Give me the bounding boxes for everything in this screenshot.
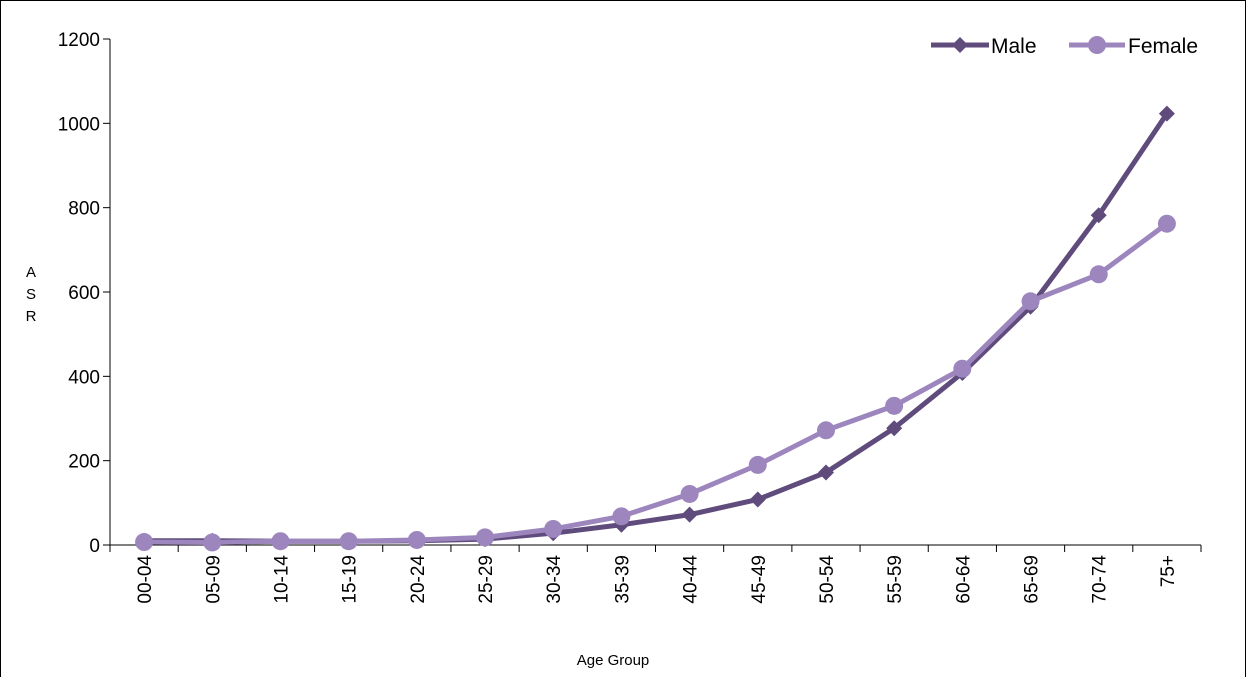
data-point-female bbox=[135, 533, 154, 552]
x-tick-label: 10-14 bbox=[271, 555, 292, 604]
y-axis: 0 200 400 600 800 1000 1200 bbox=[58, 30, 111, 557]
legend-marker bbox=[1088, 36, 1106, 54]
legend: Male Female bbox=[931, 35, 1198, 58]
data-point-female bbox=[407, 530, 426, 549]
y-tick-label: 0 bbox=[89, 536, 100, 557]
x-tick-label: 45-49 bbox=[749, 555, 770, 604]
y-tick-label: 200 bbox=[68, 452, 100, 473]
data-point-female bbox=[203, 533, 222, 552]
x-axis-title: Age Group bbox=[577, 652, 650, 669]
data-point-female bbox=[816, 421, 835, 440]
x-axis: 00-04 05-09 10-14 15-19 20-24 25-29 30-34 35-39… bbox=[109, 544, 1202, 604]
data-point-female bbox=[1021, 292, 1040, 311]
data-point-female bbox=[271, 532, 290, 551]
data-point-female bbox=[476, 528, 495, 547]
y-tick-label: 1200 bbox=[58, 30, 100, 51]
y-tick-label: 600 bbox=[68, 283, 100, 304]
x-tick-label: 35-39 bbox=[612, 555, 633, 604]
data-point-female bbox=[544, 519, 563, 538]
x-tick-label: 25-29 bbox=[476, 555, 497, 604]
y-axis-title-letter: S bbox=[26, 286, 36, 303]
y-axis-title: ASR bbox=[26, 264, 37, 325]
data-point-female bbox=[953, 359, 972, 378]
legend-label: Male bbox=[991, 35, 1037, 58]
data-point-male bbox=[1090, 207, 1107, 224]
x-tick-label: 75+ bbox=[1158, 555, 1179, 587]
x-tick-label: 00-04 bbox=[135, 555, 156, 604]
x-tick-label: 15-19 bbox=[340, 555, 361, 604]
data-point-female bbox=[1089, 265, 1108, 284]
legend-item-male: Male bbox=[931, 35, 1037, 58]
data-point-female bbox=[748, 455, 767, 474]
series-layer bbox=[135, 105, 1176, 552]
data-point-male bbox=[1158, 105, 1175, 122]
data-point-male bbox=[681, 506, 698, 523]
data-point-male bbox=[749, 491, 766, 508]
data-point-female bbox=[1157, 214, 1176, 233]
x-tick-label: 05-09 bbox=[203, 555, 224, 604]
series-line-female bbox=[144, 221, 1169, 545]
series-male bbox=[136, 105, 1175, 550]
x-tick-label: 40-44 bbox=[681, 555, 702, 604]
x-tick-label: 60-64 bbox=[953, 555, 974, 604]
data-point-female bbox=[885, 396, 904, 415]
x-tick-label: 30-34 bbox=[544, 555, 565, 604]
x-tick-label: 55-59 bbox=[885, 555, 906, 604]
y-axis-title-letter: R bbox=[26, 308, 37, 325]
x-tick-label: 70-74 bbox=[1090, 555, 1111, 604]
legend-marker bbox=[952, 37, 968, 53]
series-line-male bbox=[144, 112, 1169, 544]
data-point-female bbox=[612, 507, 631, 526]
x-tick-label: 20-24 bbox=[408, 555, 429, 604]
legend-item-female: Female bbox=[1069, 35, 1198, 58]
data-point-male bbox=[886, 420, 903, 437]
y-axis-title-letter: A bbox=[26, 264, 36, 281]
series-female bbox=[135, 214, 1176, 552]
x-tick-label: 65-69 bbox=[1022, 555, 1043, 604]
y-tick-label: 400 bbox=[68, 367, 100, 388]
data-point-female bbox=[339, 532, 358, 551]
data-point-female bbox=[680, 484, 699, 503]
y-tick-label: 1000 bbox=[58, 114, 100, 135]
data-point-male bbox=[817, 464, 834, 481]
x-tick-label: 50-54 bbox=[817, 555, 838, 604]
legend-label: Female bbox=[1128, 35, 1198, 58]
y-tick-label: 800 bbox=[68, 199, 100, 220]
